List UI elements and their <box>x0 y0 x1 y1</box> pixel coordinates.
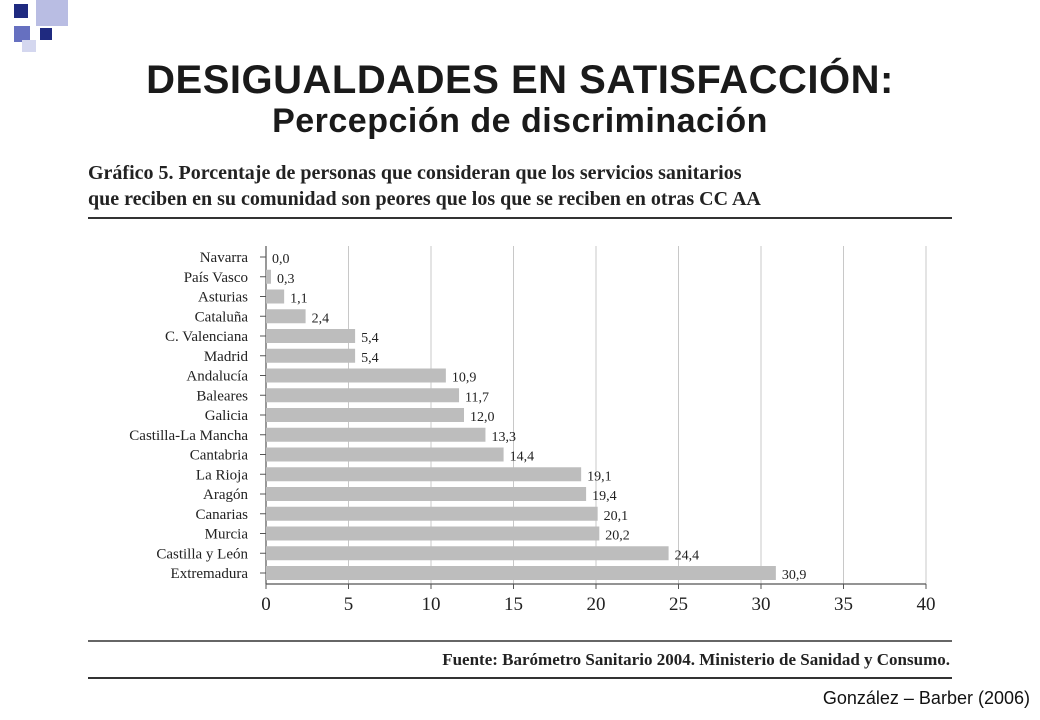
category-label: Extremadura <box>171 566 249 582</box>
bar <box>266 467 582 482</box>
bar <box>266 329 356 343</box>
data-label: 13,3 <box>491 430 516 445</box>
x-tick-label: 5 <box>344 594 354 615</box>
bar <box>266 447 504 462</box>
deco-square-mid <box>14 26 30 42</box>
data-label: 0,0 <box>272 252 290 267</box>
bar <box>266 526 600 541</box>
category-label: La Rioja <box>196 467 248 483</box>
category-label: Castilla y León <box>156 546 248 562</box>
data-label: 30,9 <box>782 568 807 583</box>
deco-square-light <box>36 0 68 26</box>
data-label: 0,3 <box>277 272 295 287</box>
chart-source: Fuente: Barómetro Sanitario 2004. Minist… <box>442 650 950 669</box>
bar <box>266 289 285 304</box>
bar <box>266 408 464 422</box>
bar <box>266 388 460 403</box>
chart-heading-line1: Gráfico 5. Porcentaje de personas que co… <box>88 162 742 184</box>
data-label: 11,7 <box>465 390 489 405</box>
data-label: 12,0 <box>470 410 495 425</box>
category-label: Asturias <box>198 290 248 306</box>
x-tick-label: 35 <box>834 594 853 615</box>
chart-heading: Gráfico 5. Porcentaje de personas que co… <box>88 160 958 212</box>
x-tick-label: 25 <box>669 594 688 615</box>
data-label: 19,4 <box>592 489 617 504</box>
bar <box>266 368 446 383</box>
slide-subtitle: Percepción de discriminación <box>272 102 768 140</box>
category-label: Baleares <box>196 388 248 404</box>
category-label: Galicia <box>205 408 249 424</box>
data-label: 5,4 <box>361 351 379 366</box>
slide-credit: González – Barber (2006) <box>822 688 1030 708</box>
category-label: Murcia <box>205 527 249 543</box>
bar <box>266 269 271 284</box>
data-label: 2,4 <box>312 311 330 326</box>
category-label: Castilla-La Mancha <box>129 428 248 444</box>
decorative-squares <box>14 0 68 52</box>
data-label: 14,4 <box>510 450 534 465</box>
category-label: Aragón <box>203 487 248 503</box>
category-label: Madrid <box>204 349 249 365</box>
bar <box>266 506 598 521</box>
category-label: Andalucía <box>186 369 248 385</box>
category-label: Canarias <box>196 507 249 523</box>
category-label: Cantabria <box>190 448 249 464</box>
category-label: Cataluña <box>195 309 249 325</box>
x-tick-label: 40 <box>917 594 936 615</box>
bar <box>266 309 306 324</box>
category-label: País Vasco <box>184 270 248 286</box>
data-label: 19,1 <box>587 469 612 484</box>
data-label: 20,2 <box>605 529 630 544</box>
data-label: 24,4 <box>675 548 700 563</box>
x-tick-label: 30 <box>752 594 771 615</box>
x-tick-label: 10 <box>422 594 441 615</box>
x-tick-label: 20 <box>587 594 606 615</box>
slide-title: DESIGUALDADES EN SATISFACCIÓN: Percepció… <box>0 58 1040 140</box>
bar <box>266 487 587 501</box>
x-tick-label: 15 <box>504 594 523 615</box>
bar <box>266 566 776 580</box>
data-label: 5,4 <box>361 331 379 346</box>
bar <box>266 348 356 363</box>
category-label: C. Valenciana <box>165 329 248 345</box>
deco-square-light-small <box>22 40 36 52</box>
bar <box>266 546 669 561</box>
chart-heading-line2: que reciben en su comunidad son peores q… <box>88 188 761 210</box>
data-label: 1,1 <box>290 292 308 307</box>
deco-square-navy <box>14 4 28 18</box>
x-tick-label: 0 <box>261 594 271 615</box>
deco-square-navy-small <box>40 28 52 40</box>
data-label: 20,1 <box>604 509 629 524</box>
bar <box>266 427 486 442</box>
data-label: 10,9 <box>452 371 477 386</box>
slide-title-main: DESIGUALDADES EN SATISFACCIÓN: <box>146 58 894 102</box>
category-label: Navarra <box>200 250 249 266</box>
